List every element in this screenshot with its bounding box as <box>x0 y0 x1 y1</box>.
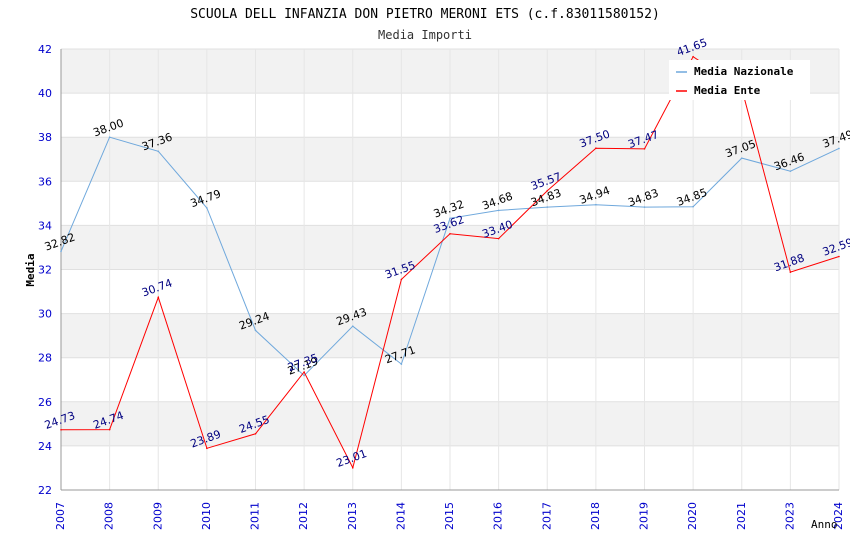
data-point <box>60 429 62 431</box>
y-tick-label: 24 <box>38 440 52 453</box>
y-tick-label: 36 <box>38 175 52 188</box>
legend-label-ente: Media Ente <box>694 84 761 97</box>
data-point <box>740 157 743 159</box>
data-point <box>546 206 549 208</box>
data-point <box>449 217 451 220</box>
y-tick-label: 28 <box>38 352 52 365</box>
data-point <box>108 428 111 431</box>
data-label: 34.85 <box>675 186 709 209</box>
data-label: 30.74 <box>140 276 174 299</box>
y-tick-label: 34 <box>38 219 52 232</box>
data-point <box>157 150 160 153</box>
data-point <box>692 55 694 58</box>
y-tick-label: 30 <box>38 308 52 321</box>
data-label: 34.94 <box>578 184 612 207</box>
x-axis-label: Anno <box>811 518 838 531</box>
data-point <box>108 136 111 138</box>
y-tick-label: 26 <box>38 396 52 409</box>
data-label: 23.01 <box>335 447 369 470</box>
chart-subtitle: Media Importi <box>378 28 472 42</box>
y-tick-labels: 22 24 26 28 30 32 34 36 38 40 42 <box>38 43 52 497</box>
legend-label-nazionale: Media Nazionale <box>694 65 794 78</box>
chart-title: SCUOLA DELL INFANZIA DON PIETRO MERONI E… <box>190 7 660 22</box>
x-tick-label: 2016 <box>492 502 505 530</box>
x-tick-label: 2007 <box>54 502 67 530</box>
x-tick-label: 2013 <box>346 502 359 530</box>
grid-lines <box>60 48 840 491</box>
data-point <box>60 250 62 253</box>
data-point <box>303 371 305 373</box>
x-tick-label: 2024 <box>832 502 845 530</box>
data-point <box>789 170 792 172</box>
data-label: 34.68 <box>480 190 514 213</box>
data-label: 34.83 <box>626 186 660 209</box>
x-tick-label: 2015 <box>443 502 456 530</box>
y-tick-label: 42 <box>38 43 52 56</box>
data-point <box>497 209 500 212</box>
data-point <box>206 207 208 209</box>
data-point <box>643 206 646 208</box>
x-tick-label: 2023 <box>783 502 796 530</box>
data-point <box>400 278 403 281</box>
x-tick-label: 2011 <box>249 502 262 530</box>
x-tick-label: 2021 <box>735 502 748 530</box>
data-point <box>400 363 403 365</box>
y-tick-label: 32 <box>38 264 52 277</box>
x-tick-label: 2020 <box>686 502 699 530</box>
x-tick-label: 2014 <box>394 502 407 530</box>
data-label: 38.00 <box>91 116 125 139</box>
x-tick-label: 2012 <box>297 502 310 530</box>
data-point <box>449 232 451 235</box>
y-tick-label: 22 <box>38 484 52 497</box>
data-point <box>838 147 840 150</box>
data-point <box>595 147 597 150</box>
data-point <box>497 237 500 240</box>
y-tick-label: 38 <box>38 131 52 144</box>
data-point <box>254 329 257 332</box>
legend: Media Nazionale Media Ente <box>669 60 810 100</box>
data-point <box>157 296 160 299</box>
data-point <box>546 189 549 192</box>
data-point <box>838 255 840 258</box>
data-point <box>789 271 792 273</box>
x-tick-label: 2019 <box>638 502 651 530</box>
x-tick-label: 2018 <box>589 502 602 530</box>
data-point <box>351 466 354 469</box>
axes <box>60 49 839 491</box>
x-tick-label: 2008 <box>103 502 116 530</box>
y-axis-label: Media <box>24 253 37 286</box>
x-tick-label: 2009 <box>151 502 164 530</box>
x-tick-labels: 2007 2008 2009 2010 2011 2012 2013 2014 2015 2016… <box>54 502 845 530</box>
y-tick-label: 40 <box>38 87 52 100</box>
data-point <box>206 447 208 450</box>
data-point <box>643 148 646 150</box>
data-point <box>303 374 305 377</box>
data-point <box>351 325 354 327</box>
x-tick-label: 2017 <box>540 502 553 530</box>
x-tick-label: 2010 <box>200 502 213 530</box>
data-point <box>254 432 257 435</box>
data-point <box>692 205 694 208</box>
legend-box <box>669 60 810 100</box>
data-point <box>595 203 597 206</box>
